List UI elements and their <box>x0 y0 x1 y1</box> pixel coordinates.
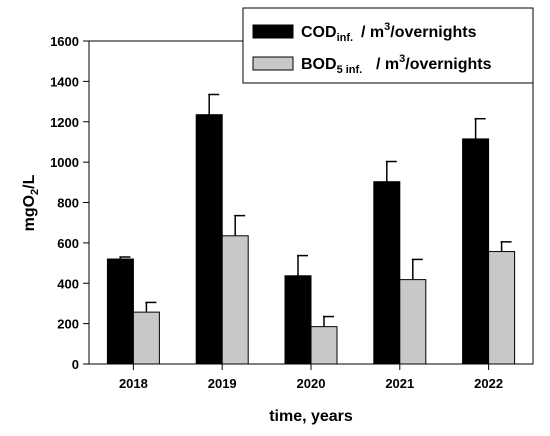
x-tick-label: 2019 <box>208 376 237 391</box>
legend-label-cod: CODinf. / m3/overnights <box>301 21 477 44</box>
y-tick-label: 0 <box>72 357 79 372</box>
x-axis-label: time, years <box>269 408 353 425</box>
legend-bod-subscript: 5 inf. <box>337 64 363 76</box>
y-tick-label: 800 <box>57 196 79 211</box>
legend-cod-rest: / m <box>361 24 384 41</box>
bar-bod-2021 <box>399 279 427 365</box>
bar-bod-2020 <box>310 326 338 365</box>
y-axis-label-subscript: 2 <box>29 189 41 195</box>
y-tick-label: 1200 <box>50 115 79 130</box>
y-tick-label: 1400 <box>50 74 79 89</box>
y-axis-label-main: mgO <box>21 195 38 231</box>
legend-bod-rest: / m <box>376 56 399 73</box>
bar-cod-2021 <box>373 181 401 365</box>
x-tick-label: 2021 <box>385 376 414 391</box>
bar-bod-2022 <box>488 251 516 365</box>
bar-cod-2019 <box>195 114 223 365</box>
x-axis-ticks: 2018 2019 2020 2021 2022 <box>119 364 503 391</box>
x-tick-label: 2020 <box>297 376 326 391</box>
y-tick-label: 400 <box>57 276 79 291</box>
y-axis-label-tail: /L <box>21 174 38 188</box>
y-tick-label: 600 <box>57 236 79 251</box>
y-tick-label: 1000 <box>50 155 79 170</box>
bar-bod-2018 <box>132 311 160 365</box>
legend-bod-superscript: 3 <box>399 53 405 65</box>
x-tick-label: 2018 <box>119 376 148 391</box>
legend-cod-main: COD <box>301 24 337 41</box>
y-axis-label: mgO2/L <box>21 174 41 231</box>
x-tick-label: 2022 <box>474 376 503 391</box>
bar-cod-2020 <box>284 275 312 365</box>
legend-cod-subscript: inf. <box>337 32 354 44</box>
legend-bod-tail: /overnights <box>405 56 491 73</box>
bar-cod-2018 <box>106 258 134 365</box>
bar-bod-2019 <box>221 235 249 365</box>
y-tick-label: 1600 <box>50 34 79 49</box>
bar-cod-2022 <box>462 138 490 365</box>
legend-swatch-bod <box>252 56 294 71</box>
legend: CODinf. / m3/overnights BOD5 inf. / m3/ove… <box>242 7 534 84</box>
bar-marks <box>106 93 516 365</box>
y-axis-ticks: 0 200 400 600 800 1000 1200 1400 1600 <box>50 34 89 372</box>
legend-bod-main: BOD <box>301 56 337 73</box>
legend-label-bod: BOD5 inf. / m3/overnights <box>301 53 492 76</box>
y-tick-label: 200 <box>57 317 79 332</box>
legend-swatch-cod <box>252 24 294 39</box>
legend-cod-tail: /overnights <box>390 24 476 41</box>
legend-cod-superscript: 3 <box>384 21 390 33</box>
